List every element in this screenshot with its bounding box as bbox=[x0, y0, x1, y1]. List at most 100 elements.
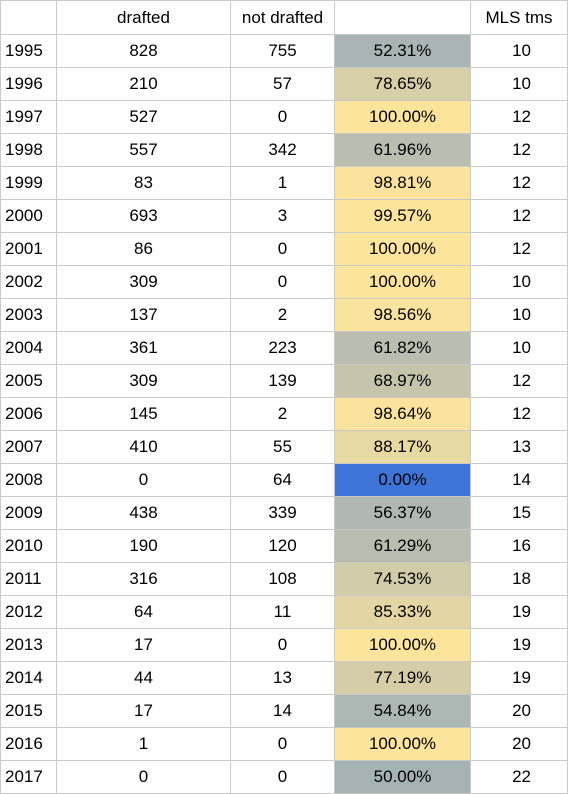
percent-cell[interactable]: 78.65% bbox=[334, 67, 471, 101]
year-cell[interactable]: 1999 bbox=[0, 166, 57, 200]
percent-cell[interactable]: 52.31% bbox=[334, 34, 471, 68]
year-cell[interactable]: 2004 bbox=[0, 331, 57, 365]
year-cell[interactable]: 1997 bbox=[0, 100, 57, 134]
not-drafted-cell[interactable]: 139 bbox=[230, 364, 335, 398]
drafted-cell[interactable]: 309 bbox=[56, 364, 231, 398]
year-cell[interactable]: 2007 bbox=[0, 430, 57, 464]
drafted-cell[interactable]: 210 bbox=[56, 67, 231, 101]
not-drafted-cell[interactable]: 3 bbox=[230, 199, 335, 233]
drafted-cell[interactable]: 828 bbox=[56, 34, 231, 68]
header-cell-mls-teams[interactable]: MLS tms bbox=[470, 0, 568, 35]
year-cell[interactable]: 2006 bbox=[0, 397, 57, 431]
mls-teams-cell[interactable]: 15 bbox=[470, 496, 568, 530]
percent-cell[interactable]: 50.00% bbox=[334, 760, 471, 794]
not-drafted-cell[interactable]: 14 bbox=[230, 694, 335, 728]
not-drafted-cell[interactable]: 0 bbox=[230, 628, 335, 662]
mls-teams-cell[interactable]: 20 bbox=[470, 727, 568, 761]
not-drafted-cell[interactable]: 1 bbox=[230, 166, 335, 200]
not-drafted-cell[interactable]: 342 bbox=[230, 133, 335, 167]
year-cell[interactable]: 2008 bbox=[0, 463, 57, 497]
not-drafted-cell[interactable]: 120 bbox=[230, 529, 335, 563]
percent-cell[interactable]: 61.29% bbox=[334, 529, 471, 563]
drafted-cell[interactable]: 0 bbox=[56, 463, 231, 497]
percent-cell[interactable]: 88.17% bbox=[334, 430, 471, 464]
mls-teams-cell[interactable]: 12 bbox=[470, 397, 568, 431]
drafted-cell[interactable]: 410 bbox=[56, 430, 231, 464]
percent-cell[interactable]: 61.96% bbox=[334, 133, 471, 167]
year-cell[interactable]: 2014 bbox=[0, 661, 57, 695]
not-drafted-cell[interactable]: 0 bbox=[230, 727, 335, 761]
percent-cell[interactable]: 54.84% bbox=[334, 694, 471, 728]
not-drafted-cell[interactable]: 2 bbox=[230, 298, 335, 332]
mls-teams-cell[interactable]: 14 bbox=[470, 463, 568, 497]
year-cell[interactable]: 2015 bbox=[0, 694, 57, 728]
percent-cell[interactable]: 77.19% bbox=[334, 661, 471, 695]
drafted-cell[interactable]: 44 bbox=[56, 661, 231, 695]
year-cell[interactable]: 2013 bbox=[0, 628, 57, 662]
not-drafted-cell[interactable]: 0 bbox=[230, 760, 335, 794]
not-drafted-cell[interactable]: 64 bbox=[230, 463, 335, 497]
percent-cell[interactable]: 100.00% bbox=[334, 265, 471, 299]
percent-cell[interactable]: 100.00% bbox=[334, 232, 471, 266]
percent-cell[interactable]: 100.00% bbox=[334, 100, 471, 134]
percent-cell[interactable]: 98.64% bbox=[334, 397, 471, 431]
percent-cell[interactable]: 56.37% bbox=[334, 496, 471, 530]
mls-teams-cell[interactable]: 19 bbox=[470, 628, 568, 662]
drafted-cell[interactable]: 438 bbox=[56, 496, 231, 530]
year-cell[interactable]: 2017 bbox=[0, 760, 57, 794]
year-cell[interactable]: 2005 bbox=[0, 364, 57, 398]
year-cell[interactable]: 2003 bbox=[0, 298, 57, 332]
drafted-cell[interactable]: 0 bbox=[56, 760, 231, 794]
year-cell[interactable]: 2009 bbox=[0, 496, 57, 530]
percent-cell[interactable]: 99.57% bbox=[334, 199, 471, 233]
drafted-cell[interactable]: 1 bbox=[56, 727, 231, 761]
mls-teams-cell[interactable]: 16 bbox=[470, 529, 568, 563]
percent-cell[interactable]: 0.00% bbox=[334, 463, 471, 497]
mls-teams-cell[interactable]: 13 bbox=[470, 430, 568, 464]
header-cell-not-drafted[interactable]: not drafted bbox=[230, 0, 335, 35]
mls-teams-cell[interactable]: 18 bbox=[470, 562, 568, 596]
drafted-cell[interactable]: 137 bbox=[56, 298, 231, 332]
percent-cell[interactable]: 98.81% bbox=[334, 166, 471, 200]
not-drafted-cell[interactable]: 0 bbox=[230, 100, 335, 134]
year-cell[interactable]: 2001 bbox=[0, 232, 57, 266]
percent-cell[interactable]: 85.33% bbox=[334, 595, 471, 629]
drafted-cell[interactable]: 83 bbox=[56, 166, 231, 200]
drafted-cell[interactable]: 86 bbox=[56, 232, 231, 266]
not-drafted-cell[interactable]: 339 bbox=[230, 496, 335, 530]
not-drafted-cell[interactable]: 755 bbox=[230, 34, 335, 68]
percent-cell[interactable]: 68.97% bbox=[334, 364, 471, 398]
not-drafted-cell[interactable]: 223 bbox=[230, 331, 335, 365]
year-cell[interactable]: 2016 bbox=[0, 727, 57, 761]
drafted-cell[interactable]: 17 bbox=[56, 628, 231, 662]
mls-teams-cell[interactable]: 12 bbox=[470, 133, 568, 167]
header-cell-percent[interactable] bbox=[334, 0, 471, 35]
mls-teams-cell[interactable]: 20 bbox=[470, 694, 568, 728]
year-cell[interactable]: 2002 bbox=[0, 265, 57, 299]
year-cell[interactable]: 2012 bbox=[0, 595, 57, 629]
drafted-cell[interactable]: 693 bbox=[56, 199, 231, 233]
not-drafted-cell[interactable]: 55 bbox=[230, 430, 335, 464]
header-cell-drafted[interactable]: drafted bbox=[56, 0, 231, 35]
header-cell-year[interactable] bbox=[0, 0, 57, 35]
mls-teams-cell[interactable]: 22 bbox=[470, 760, 568, 794]
not-drafted-cell[interactable]: 0 bbox=[230, 265, 335, 299]
not-drafted-cell[interactable]: 57 bbox=[230, 67, 335, 101]
year-cell[interactable]: 1998 bbox=[0, 133, 57, 167]
percent-cell[interactable]: 98.56% bbox=[334, 298, 471, 332]
drafted-cell[interactable]: 145 bbox=[56, 397, 231, 431]
percent-cell[interactable]: 74.53% bbox=[334, 562, 471, 596]
year-cell[interactable]: 2000 bbox=[0, 199, 57, 233]
year-cell[interactable]: 1996 bbox=[0, 67, 57, 101]
percent-cell[interactable]: 100.00% bbox=[334, 628, 471, 662]
percent-cell[interactable]: 100.00% bbox=[334, 727, 471, 761]
drafted-cell[interactable]: 361 bbox=[56, 331, 231, 365]
mls-teams-cell[interactable]: 19 bbox=[470, 595, 568, 629]
mls-teams-cell[interactable]: 10 bbox=[470, 34, 568, 68]
not-drafted-cell[interactable]: 0 bbox=[230, 232, 335, 266]
mls-teams-cell[interactable]: 12 bbox=[470, 100, 568, 134]
drafted-cell[interactable]: 527 bbox=[56, 100, 231, 134]
mls-teams-cell[interactable]: 10 bbox=[470, 331, 568, 365]
mls-teams-cell[interactable]: 12 bbox=[470, 232, 568, 266]
not-drafted-cell[interactable]: 2 bbox=[230, 397, 335, 431]
